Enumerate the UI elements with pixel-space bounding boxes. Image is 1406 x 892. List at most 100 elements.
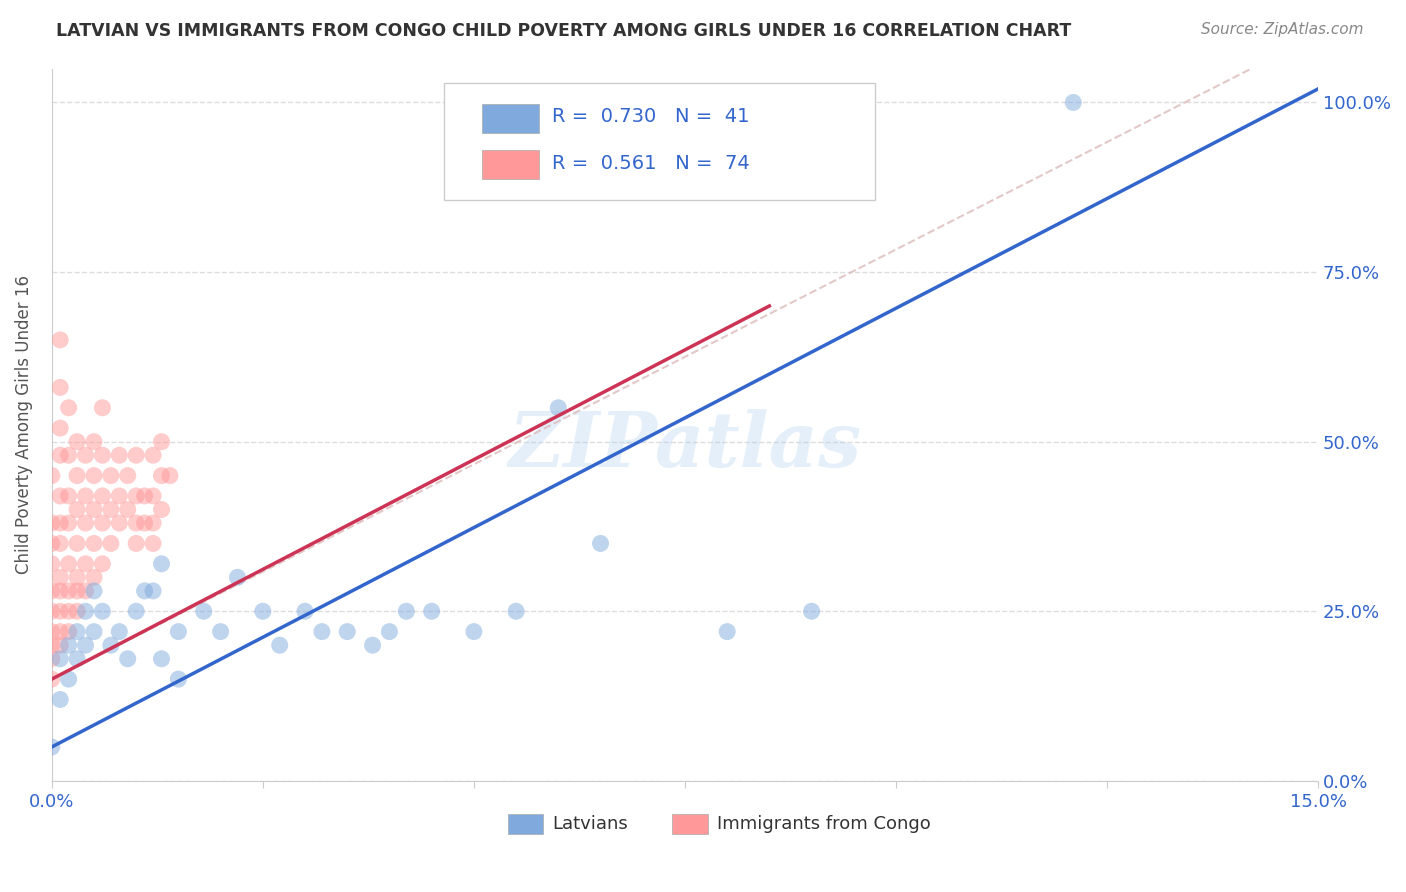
Point [49, 380, 72, 394]
Point [41, 536, 63, 550]
Point [142, 489, 165, 503]
Point [142, 448, 165, 462]
Point [589, 536, 612, 550]
Point [463, 624, 485, 639]
Y-axis label: Child Poverty Among Girls Under 16: Child Poverty Among Girls Under 16 [15, 276, 32, 574]
Point [252, 604, 274, 618]
Point [66, 604, 89, 618]
Point [75, 448, 97, 462]
Point [91, 401, 114, 415]
Point [193, 604, 215, 618]
Point [716, 624, 738, 639]
Point [547, 401, 569, 415]
Point [41, 624, 63, 639]
Point [91, 604, 114, 618]
Point [66, 570, 89, 584]
Point [125, 536, 148, 550]
Point [66, 502, 89, 516]
Point [108, 516, 131, 530]
Point [134, 516, 156, 530]
Point [311, 624, 333, 639]
FancyBboxPatch shape [508, 814, 543, 834]
Point [49, 536, 72, 550]
Text: LATVIAN VS IMMIGRANTS FROM CONGO CHILD POVERTY AMONG GIRLS UNDER 16 CORRELATION : LATVIAN VS IMMIGRANTS FROM CONGO CHILD P… [56, 22, 1071, 40]
Point [41, 468, 63, 483]
Point [125, 448, 148, 462]
Point [75, 516, 97, 530]
Point [395, 604, 418, 618]
Point [134, 489, 156, 503]
Point [49, 652, 72, 666]
Point [66, 583, 89, 598]
Point [49, 604, 72, 618]
Point [41, 557, 63, 571]
Point [58, 638, 80, 652]
Point [75, 604, 97, 618]
Point [58, 624, 80, 639]
Point [91, 557, 114, 571]
Point [108, 448, 131, 462]
Point [41, 652, 63, 666]
Point [49, 624, 72, 639]
Point [66, 624, 89, 639]
Point [83, 624, 105, 639]
Point [75, 638, 97, 652]
FancyBboxPatch shape [482, 151, 540, 179]
Point [91, 516, 114, 530]
Point [100, 638, 122, 652]
Point [58, 489, 80, 503]
FancyBboxPatch shape [444, 83, 875, 201]
Text: Source: ZipAtlas.com: Source: ZipAtlas.com [1201, 22, 1364, 37]
Point [49, 570, 72, 584]
Point [58, 557, 80, 571]
Text: ZIPatlas: ZIPatlas [509, 409, 862, 483]
Point [58, 583, 80, 598]
Point [58, 448, 80, 462]
Point [117, 652, 139, 666]
Point [49, 333, 72, 347]
Point [142, 583, 165, 598]
Point [117, 468, 139, 483]
Point [150, 557, 173, 571]
Point [117, 502, 139, 516]
Point [294, 604, 316, 618]
Point [150, 652, 173, 666]
Point [41, 516, 63, 530]
Point [125, 489, 148, 503]
Point [49, 516, 72, 530]
Point [41, 739, 63, 754]
Point [66, 652, 89, 666]
Point [108, 489, 131, 503]
Text: R =  0.561   N =  74: R = 0.561 N = 74 [553, 153, 749, 173]
Point [378, 624, 401, 639]
Point [75, 557, 97, 571]
Point [49, 421, 72, 435]
Point [108, 624, 131, 639]
Point [91, 489, 114, 503]
Point [83, 536, 105, 550]
Point [66, 536, 89, 550]
Point [75, 489, 97, 503]
Point [83, 583, 105, 598]
Point [91, 448, 114, 462]
Point [150, 434, 173, 449]
Point [269, 638, 291, 652]
Point [420, 604, 443, 618]
Point [100, 502, 122, 516]
Point [142, 516, 165, 530]
Text: R =  0.730   N =  41: R = 0.730 N = 41 [553, 107, 749, 127]
Point [134, 583, 156, 598]
Point [100, 468, 122, 483]
Point [226, 570, 249, 584]
FancyBboxPatch shape [482, 104, 540, 133]
Point [41, 583, 63, 598]
Point [41, 604, 63, 618]
Point [159, 468, 181, 483]
Point [58, 516, 80, 530]
Point [361, 638, 384, 652]
Point [83, 468, 105, 483]
Point [800, 604, 823, 618]
Point [142, 536, 165, 550]
Point [125, 604, 148, 618]
Point [336, 624, 359, 639]
